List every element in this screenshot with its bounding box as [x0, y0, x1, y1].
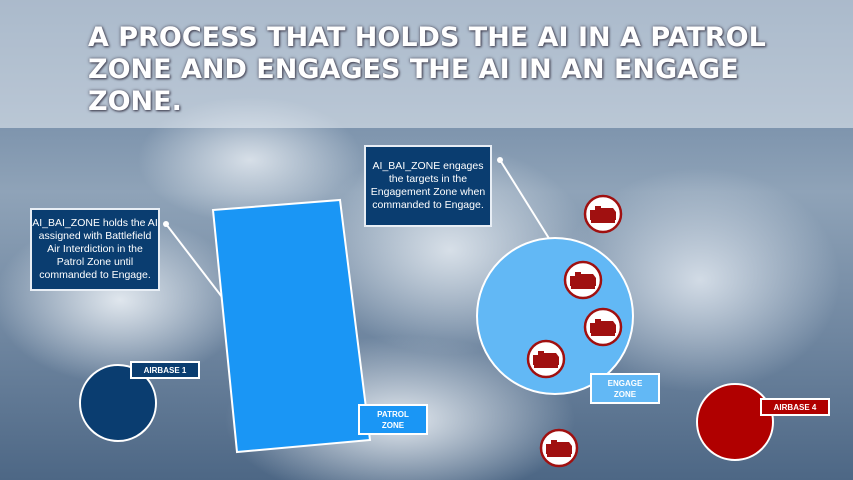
- tank-icon: [526, 339, 566, 379]
- slide-title: A PROCESS THAT HOLDS THE AI IN A PATROL …: [88, 22, 766, 117]
- patrol-zone: [211, 198, 372, 454]
- callout-dot: [497, 157, 503, 163]
- label-airbase-1: AIRBASE 1: [130, 361, 200, 379]
- label-airbase-4: AIRBASE 4: [760, 398, 830, 416]
- callout-patrol: AI_BAI_ZONE holds the AI assigned with B…: [30, 208, 160, 291]
- label-engage-zone: ENGAGE ZONE: [590, 373, 660, 404]
- tank-icon: [563, 260, 603, 300]
- tank-icon: [583, 194, 623, 234]
- callout-line-patrol: [165, 223, 223, 298]
- callout-dot: [163, 221, 169, 227]
- tank-icon: [583, 307, 623, 347]
- tank-icon: [539, 428, 579, 468]
- callout-line-engage: [499, 159, 551, 241]
- airbase-1: [79, 364, 157, 442]
- callout-engage: AI_BAI_ZONE engages the targets in the E…: [364, 145, 492, 227]
- airbase-4: [696, 383, 774, 461]
- title-band: [0, 0, 853, 128]
- label-patrol-zone: PATROL ZONE: [358, 404, 428, 435]
